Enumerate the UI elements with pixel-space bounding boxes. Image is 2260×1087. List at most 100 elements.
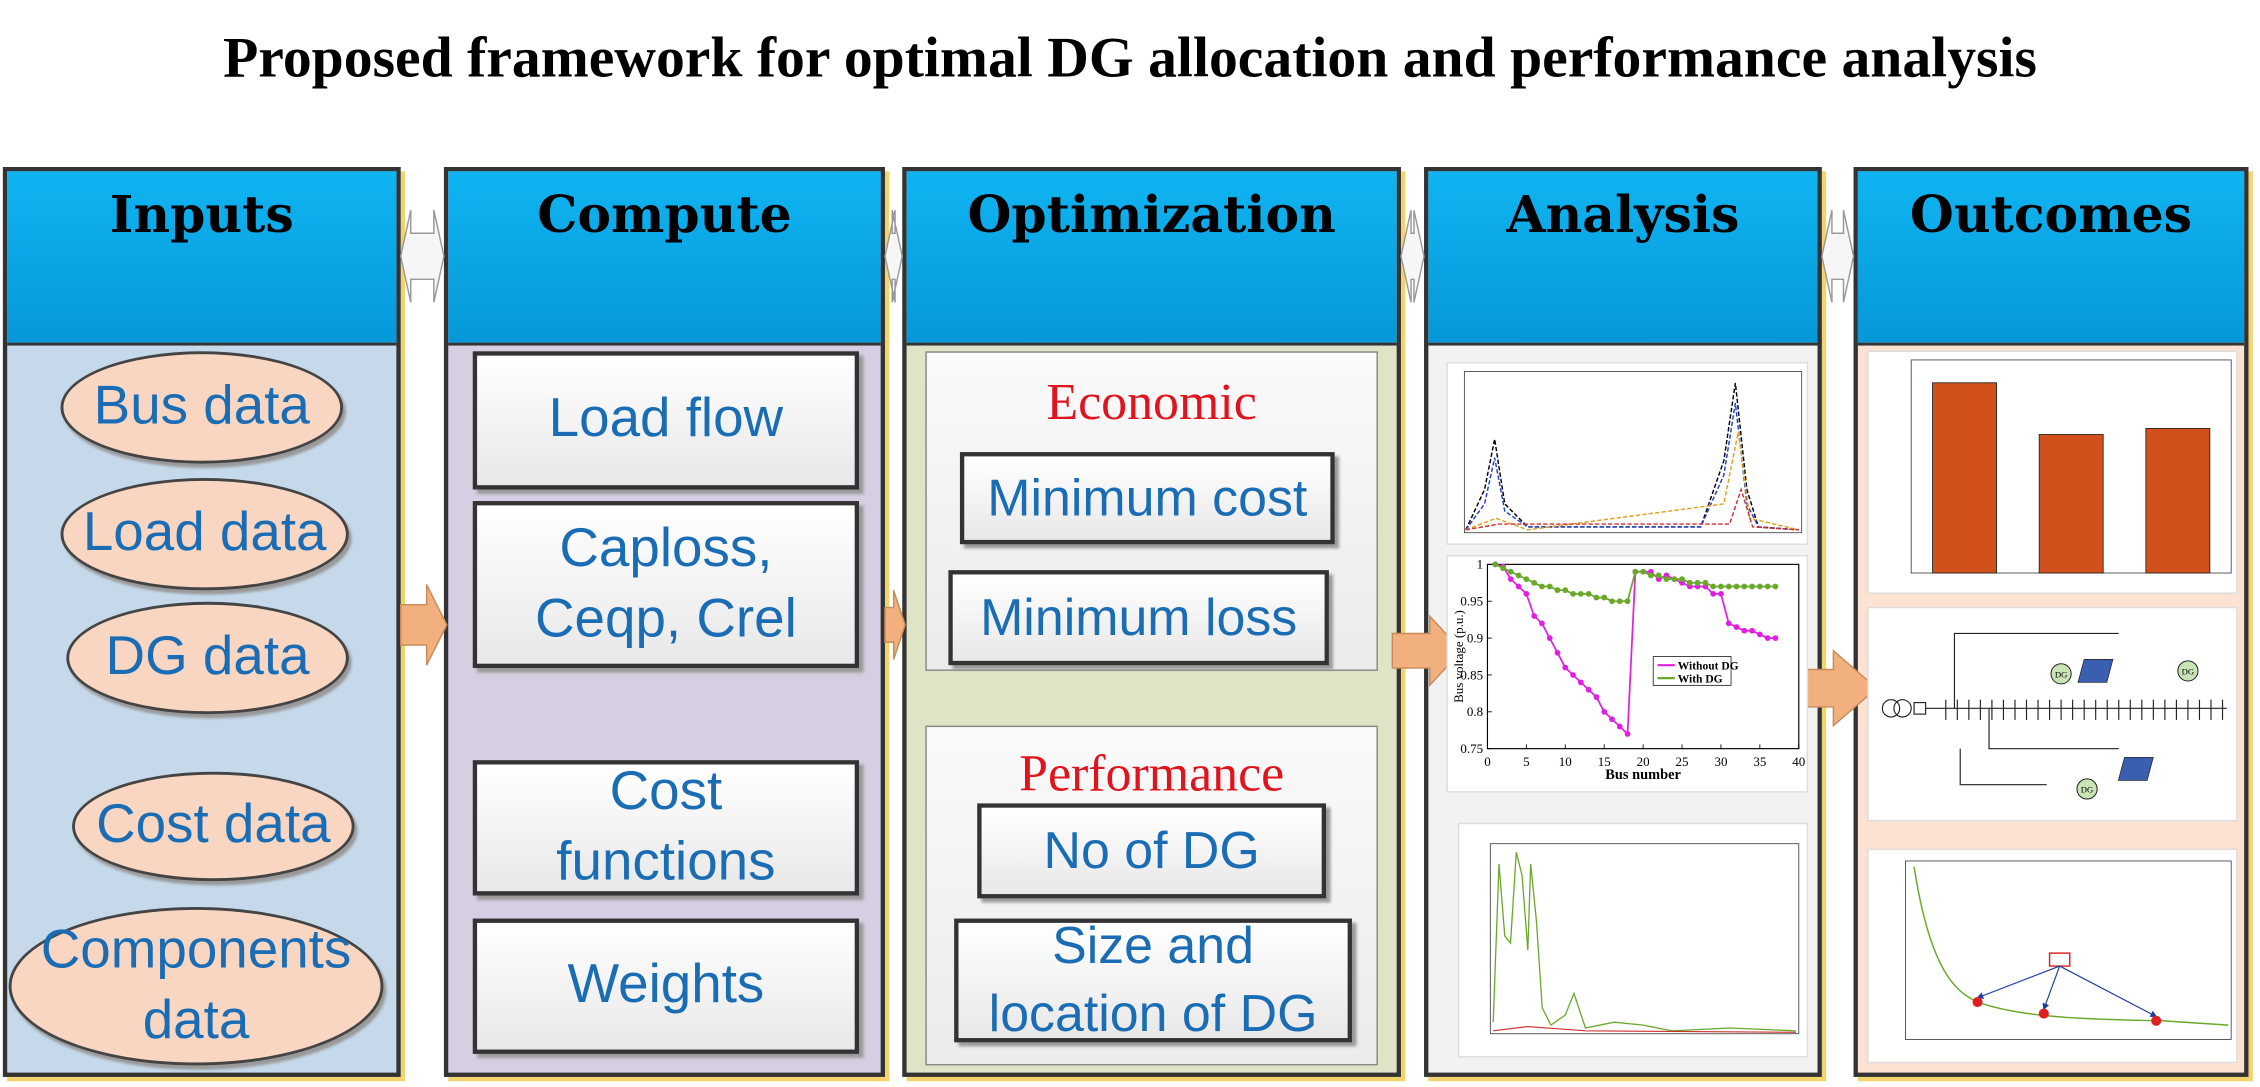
input-item: Load data xyxy=(60,477,349,591)
series-marker xyxy=(1749,583,1755,590)
series-marker xyxy=(1507,576,1514,583)
flow-arrow xyxy=(399,584,448,666)
text-line: Size and xyxy=(1052,915,1255,975)
y-tick-label: 0.75 xyxy=(1460,741,1483,756)
series-marker xyxy=(1507,568,1514,575)
series-marker xyxy=(1772,635,1779,641)
link-arrow xyxy=(1821,210,1855,303)
text-line: Caploss, xyxy=(559,517,773,579)
x-tick-label: 5 xyxy=(1523,754,1529,769)
dg-tag: DG xyxy=(2182,667,2194,677)
series-marker xyxy=(1694,579,1701,586)
text-line: No of DG xyxy=(1043,820,1260,880)
objective-item: Size and location of DG xyxy=(954,916,1352,1043)
axes-box xyxy=(1489,843,1800,1035)
series-marker xyxy=(1756,583,1763,590)
legend-label: Without DG xyxy=(1678,660,1739,672)
series-marker xyxy=(1725,620,1732,627)
series-marker xyxy=(1562,664,1569,671)
lateral xyxy=(1959,748,2047,786)
series-marker xyxy=(1562,587,1569,594)
source xyxy=(1881,699,1901,718)
series-marker xyxy=(1601,594,1608,601)
text-line: Minimum cost xyxy=(987,467,1308,527)
source xyxy=(1893,699,1912,718)
input-item: DG data xyxy=(66,601,349,715)
objective-item: Minimum cost xyxy=(959,452,1335,545)
series-marker xyxy=(1663,576,1670,583)
series-marker xyxy=(1686,579,1693,586)
series-marker xyxy=(1546,635,1553,641)
decor-line xyxy=(1465,403,1799,531)
link-arrow xyxy=(884,210,904,303)
series-marker xyxy=(1531,613,1538,619)
objective-item: No of DG xyxy=(977,803,1327,899)
pointer xyxy=(1976,965,2060,999)
lateral xyxy=(1988,708,2119,750)
solar-panel xyxy=(2117,756,2154,781)
series-marker xyxy=(1624,598,1631,605)
text-line: Load data xyxy=(82,502,327,564)
objective-heading: Economic xyxy=(1046,372,1257,431)
input-item: Bus data xyxy=(60,351,344,464)
decor-line xyxy=(1493,1025,1796,1033)
series-marker xyxy=(1756,631,1763,638)
series-marker xyxy=(1577,679,1584,686)
series-marker xyxy=(1577,590,1584,597)
text-line: Bus data xyxy=(93,376,310,437)
axes-box xyxy=(1463,371,1803,534)
column-header: Compute xyxy=(448,171,881,346)
x-tick-label: 20 xyxy=(1637,754,1650,769)
series-marker xyxy=(1632,568,1639,575)
point xyxy=(2038,1008,2049,1019)
series-marker xyxy=(1585,686,1592,693)
text-line: Cost data xyxy=(96,795,331,856)
series-marker xyxy=(1671,576,1678,583)
objective-heading: Performance xyxy=(1019,744,1285,802)
series-marker xyxy=(1585,590,1592,597)
plot-frame xyxy=(1457,822,1809,1058)
decor-line xyxy=(1492,852,1796,1032)
column-header: Optimization xyxy=(906,171,1397,346)
series-marker xyxy=(1609,716,1615,723)
series-marker xyxy=(1772,583,1779,590)
series-marker xyxy=(1531,579,1538,586)
legend-box xyxy=(1652,656,1732,686)
text-line: Weights xyxy=(567,954,765,1016)
text-line: Ceqp, Crel xyxy=(534,588,797,650)
text-line: Components xyxy=(40,919,352,980)
series-marker xyxy=(1593,594,1600,601)
series-marker xyxy=(1523,590,1530,597)
pointer xyxy=(2059,965,2158,1017)
legend-label: With DG xyxy=(1678,673,1723,685)
series-marker xyxy=(1710,590,1717,597)
text-line: DG data xyxy=(105,626,310,688)
series-marker xyxy=(1570,590,1576,597)
series-marker xyxy=(1539,583,1545,590)
series-marker xyxy=(1741,627,1748,634)
x-tick-label: 30 xyxy=(1714,754,1727,769)
series-marker xyxy=(1500,565,1506,571)
series-marker xyxy=(1570,672,1576,678)
series-marker xyxy=(1741,583,1748,590)
x-tick-label: 25 xyxy=(1676,754,1689,769)
x-tick-label: 15 xyxy=(1598,754,1611,769)
highlight xyxy=(2048,952,2071,967)
compute-item: Cost functions xyxy=(472,760,860,896)
series-marker xyxy=(1624,731,1631,737)
series-marker xyxy=(1593,694,1600,700)
series-marker xyxy=(1640,568,1646,575)
compute-item: Weights xyxy=(472,918,860,1054)
x-tick-label: 40 xyxy=(1792,754,1805,769)
series-marker xyxy=(1515,572,1522,579)
series-marker xyxy=(1554,649,1561,656)
compute-item: Load flow xyxy=(472,351,860,490)
column-header: Inputs xyxy=(7,171,397,346)
series-marker xyxy=(1764,583,1771,590)
series-marker xyxy=(1718,583,1724,590)
dg-unit xyxy=(2177,660,2199,682)
dg-tag: DG xyxy=(2055,669,2067,679)
series-marker xyxy=(1616,598,1623,605)
dg-unit xyxy=(2050,663,2072,685)
